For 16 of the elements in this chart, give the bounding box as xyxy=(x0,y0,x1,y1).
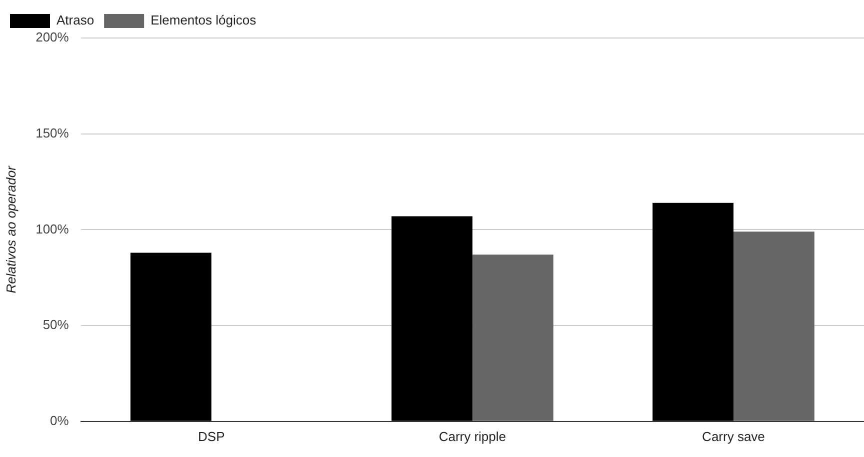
bar xyxy=(652,202,734,421)
y-tick-label: 0% xyxy=(50,412,70,428)
y-tick-label: 200% xyxy=(36,30,70,45)
y-tick-label: 100% xyxy=(36,221,70,236)
legend-label: Atraso xyxy=(56,12,94,28)
y-axis-title: Relativos ao operador xyxy=(3,165,18,294)
y-tick-label: 50% xyxy=(42,317,70,332)
bar xyxy=(392,216,472,421)
legend-label: Elementos lógicos xyxy=(150,12,257,28)
y-tick-label: 150% xyxy=(36,125,70,140)
bar xyxy=(130,252,212,421)
bar xyxy=(733,232,814,421)
x-tick-label: Carry save xyxy=(702,428,765,444)
x-tick-label: Carry ripple xyxy=(438,428,506,444)
x-tick-label: DSP xyxy=(198,428,225,444)
bar xyxy=(472,254,554,421)
